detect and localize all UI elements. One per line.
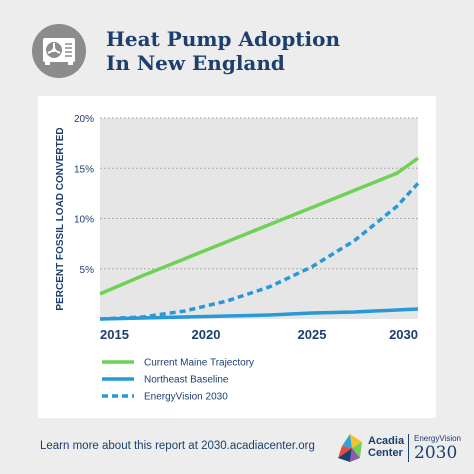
heat-pump-icon [32,24,86,78]
footer-text[interactable]: Learn more about this report at 2030.aca… [40,440,315,452]
x-tick-label: 2025 [298,327,327,342]
page-title: Heat Pump Adoption In New England [106,27,340,75]
y-tick-label: 20% [74,114,94,125]
series-line [99,182,420,321]
legend-label: EnergyVision 2030 [144,392,228,403]
y-tick-label: 15% [74,164,94,175]
series-line [99,156,420,296]
logo-org-line1: Acadia [368,435,405,447]
logo-mark-icon [338,434,362,462]
legend-label: Northeast Baseline [144,375,229,386]
title-line-1: Heat Pump Adoption [106,27,341,51]
logo-divider [408,434,409,462]
logo-year: 2030 [414,443,458,463]
x-tick-labels: 2015 2020 2025 2030 [100,327,418,342]
chart-card: 5% 10% 15% 20% 2015 2020 2025 2030 PERCENT FOS… [38,96,436,418]
line-chart: 5% 10% 15% 20% 2015 2020 2025 2030 PERCENT FOS… [55,114,420,403]
acadia-center-logo: Acadia Center EnergyVision 2030 [332,428,472,468]
y-tick-labels: 5% 10% 15% 20% [74,114,94,276]
legend-label: Current Maine Trajectory [144,358,254,369]
x-tick-label: 2015 [100,327,129,342]
y-axis-label: PERCENT FOSSIL LOAD CONVERTED [55,127,66,310]
legend: Current Maine Trajectory Northeast Baseli… [102,358,254,403]
x-tick-label: 2030 [389,327,418,342]
y-tick-label: 5% [80,265,95,276]
y-tick-label: 10% [74,215,94,226]
logo-org-line2: Center [368,447,403,459]
series-line [99,307,419,321]
x-tick-label: 2020 [192,327,221,342]
grid-lines [100,117,418,270]
title-line-2: In New England [106,51,285,75]
logo-program: EnergyVision [414,434,461,443]
